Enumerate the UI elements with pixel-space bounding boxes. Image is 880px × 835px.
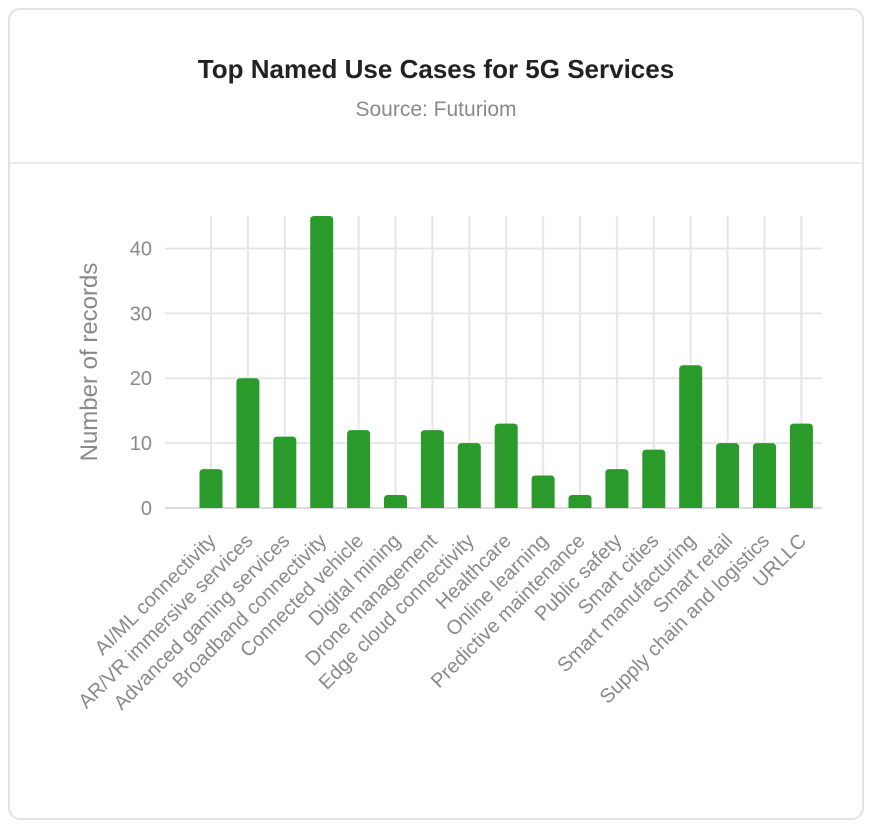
bar — [789, 423, 813, 508]
bar — [236, 378, 260, 508]
bar — [568, 495, 592, 508]
bar — [457, 443, 481, 508]
y-tick-label: 30 — [130, 303, 152, 325]
bar — [642, 449, 666, 508]
y-axis-label: Number of records — [76, 263, 103, 462]
chart-card: Top Named Use Cases for 5G Services Sour… — [8, 8, 864, 820]
y-tick-label: 40 — [130, 238, 152, 260]
bar — [273, 436, 297, 508]
chart-header: Top Named Use Cases for 5G Services Sour… — [10, 10, 862, 164]
bar — [347, 430, 371, 508]
bar — [310, 216, 334, 508]
bar — [494, 423, 518, 508]
bar — [199, 469, 223, 508]
y-tick-label: 20 — [130, 368, 152, 390]
y-tick-label: 10 — [130, 433, 152, 455]
bar — [753, 443, 776, 508]
bar — [679, 365, 703, 508]
chart-subtitle: Source: Futuriom — [355, 98, 517, 121]
chart-title: Top Named Use Cases for 5G Services — [197, 54, 675, 84]
bar — [420, 430, 444, 508]
bar — [384, 495, 407, 508]
y-tick-label: 0 — [141, 498, 152, 520]
bar — [605, 469, 629, 508]
bar — [531, 475, 555, 508]
bar — [716, 443, 740, 508]
